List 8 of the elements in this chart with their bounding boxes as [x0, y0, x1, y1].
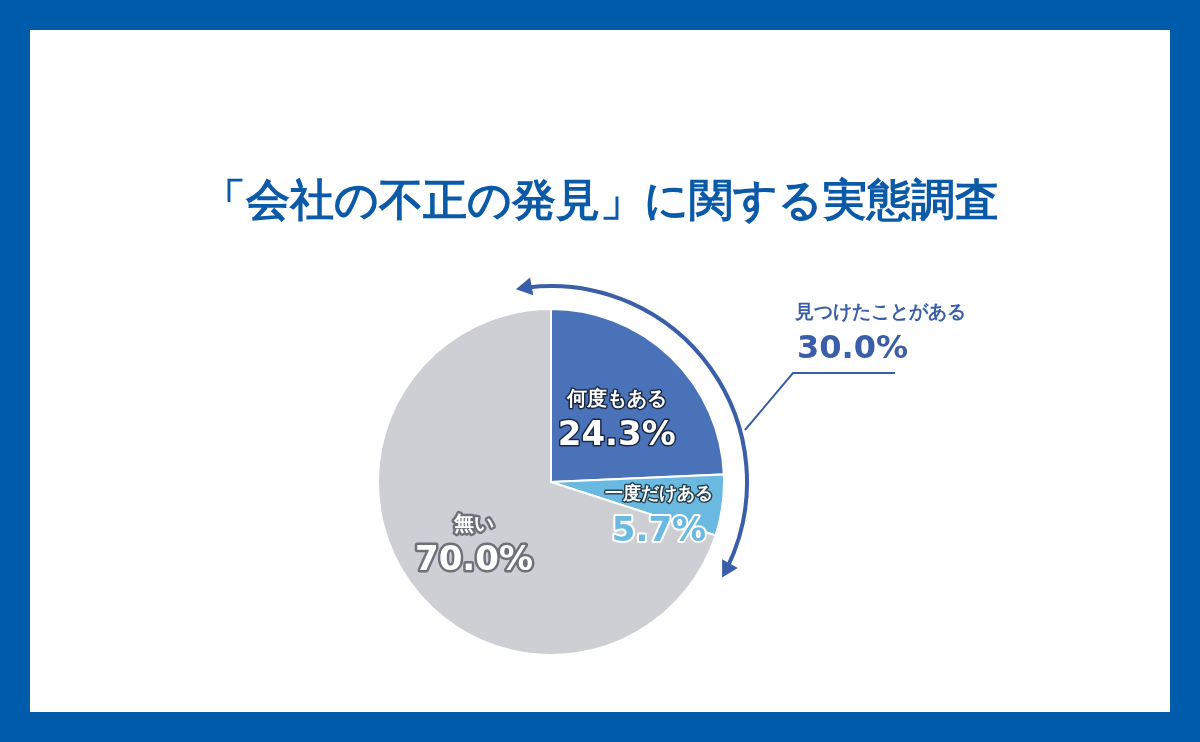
chart-title: 「会社の不正の発見」に関する実態調査 [201, 174, 999, 225]
slice-label: 何度もある [565, 386, 667, 411]
slice-label: 一度だけある [605, 481, 713, 503]
data-label: 5.7% [611, 508, 707, 549]
text: 見つけたことがある 30.0% [794, 300, 966, 366]
slice-label: 無い [453, 510, 495, 535]
data-label: 70.0% [415, 537, 534, 578]
data-label: 24.3% [557, 413, 676, 454]
